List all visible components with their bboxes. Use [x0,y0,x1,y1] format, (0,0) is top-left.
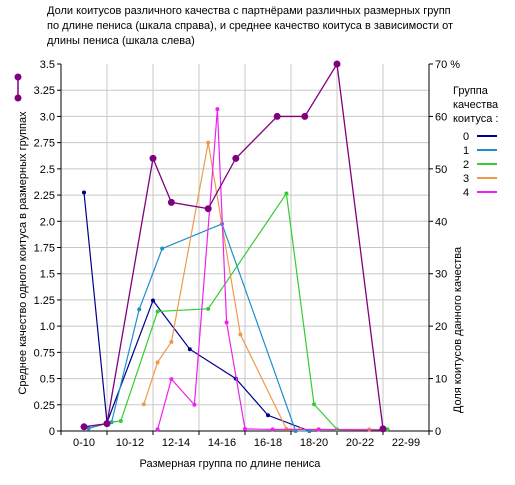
data-point-4 [316,427,321,432]
right-tick-label: 60 [435,111,447,123]
legend-label-4: 4 [463,187,469,199]
left-tick-label: 0.75 [34,347,55,359]
legend-label-3: 3 [463,173,469,185]
data-point-3 [155,360,160,365]
left-tick-label: 3.0 [40,111,55,123]
data-point-4 [192,402,197,407]
data-point-3 [206,140,211,145]
right-tick-label: 10 [435,374,447,386]
x-axis-label: Размерная группа по длине пениса [140,458,322,470]
title-line: Доли коитусов различного качества с парт… [47,5,451,17]
right-tick-label: 30 [435,269,447,281]
mean-quality-point [103,420,111,428]
legend-title-line: Группа [453,85,489,97]
mean-quality-point [80,423,88,431]
left-tick-label: 3.25 [34,85,55,97]
mean-quality-point [379,425,387,433]
left-tick-label: 1.0 [40,321,55,333]
right-tick-label: 70 % [435,59,460,71]
right-tick-label: 40 [435,216,447,228]
x-tick-label: 16-18 [254,437,282,449]
data-point-1 [137,307,142,312]
mean-quality-series [14,60,387,433]
data-point-0 [82,190,86,195]
left-tick-label: 0.25 [34,400,55,412]
mean-quality-point [149,154,157,162]
mean-quality-point [301,112,309,120]
right-tick-label: 50 [435,164,447,176]
legend-title-line: коитуса : [453,113,498,125]
left-tick-label: 2.0 [40,216,55,228]
left-tick-label: 2.75 [34,138,55,150]
legend-title-line: качества [453,99,499,111]
data-point-2 [284,191,289,196]
left-tick-label: 3.5 [40,59,55,71]
data-point-0 [187,347,192,352]
mean-quality-point [333,60,341,68]
mean-quality-point [273,112,281,120]
x-tick-label: 12-14 [162,437,190,449]
legend: Группа качества коитуса : 0 1 2 3 4 [453,85,499,199]
data-point-4 [224,320,229,325]
x-axis-ticks: 0-10 10-12 12-14 14-16 16-18 18-20 20-22 22-99 [60,431,430,449]
left-tick-label: 1.25 [34,295,55,307]
left-tick-label: 1.75 [34,243,55,255]
data-point-2 [385,427,390,432]
left-tick-label: 2.5 [40,164,55,176]
data-point-4 [169,377,174,382]
x-tick-label: 0-10 [73,437,95,449]
data-point-3 [169,339,174,344]
mean-quality-point [204,205,212,213]
legend-label-0: 0 [463,131,469,143]
mean-scale-marker-bottom [14,94,22,102]
x-tick-label: 10-12 [116,437,144,449]
data-point-2 [312,402,316,407]
mean-quality-point [167,198,175,206]
chart-title: Доли коитусов различного качества с парт… [47,5,453,47]
left-tick-label: 0.5 [40,374,55,386]
data-point-1 [86,426,91,431]
x-tick-label: 20-22 [346,437,374,449]
left-axis-ticks: 0 0.25 0.5 0.75 1.0 1.25 1.5 1.75 2.0 2.25 2.5 2.75… [34,59,61,438]
data-point-4 [215,107,220,112]
data-point-4 [155,427,160,432]
data-point-0 [151,298,155,303]
right-tick-label: 20 [435,321,447,333]
right-axis-label: Доля коитусов данного качества [452,246,464,413]
mean-scale-marker-top [14,73,22,81]
right-tick-label: 0 [435,426,441,438]
left-tick-label: 2.25 [34,190,55,202]
data-point-2 [155,309,160,314]
title-line: длины пениса (шкала слева) [47,35,195,47]
mean-quality-line [83,62,384,429]
legend-label-1: 1 [463,145,469,157]
data-point-0 [266,413,270,418]
title-line: по длине пениса (шкала справа), и средне… [47,20,453,32]
legend-label-2: 2 [463,159,469,171]
data-point-2 [118,419,123,424]
data-point-2 [206,306,211,311]
gridlines [61,64,429,431]
data-point-4 [270,427,275,432]
data-point-4 [243,426,247,431]
x-tick-label: 18-20 [300,437,328,449]
left-tick-label: 0 [49,426,55,438]
x-tick-label: 14-16 [208,437,236,449]
left-tick-label: 1.5 [40,269,55,281]
data-point-1 [160,246,165,251]
data-point-3 [238,332,243,337]
data-point-3 [141,402,146,407]
series-line-2 [106,191,388,431]
left-axis-label: Среднее качество одного коитуса в размер… [17,111,29,395]
x-tick-label: 22-99 [392,437,420,449]
right-axis-ticks: 0 10 20 30 40 50 60 70 % [429,59,460,438]
mean-quality-point [232,154,240,162]
